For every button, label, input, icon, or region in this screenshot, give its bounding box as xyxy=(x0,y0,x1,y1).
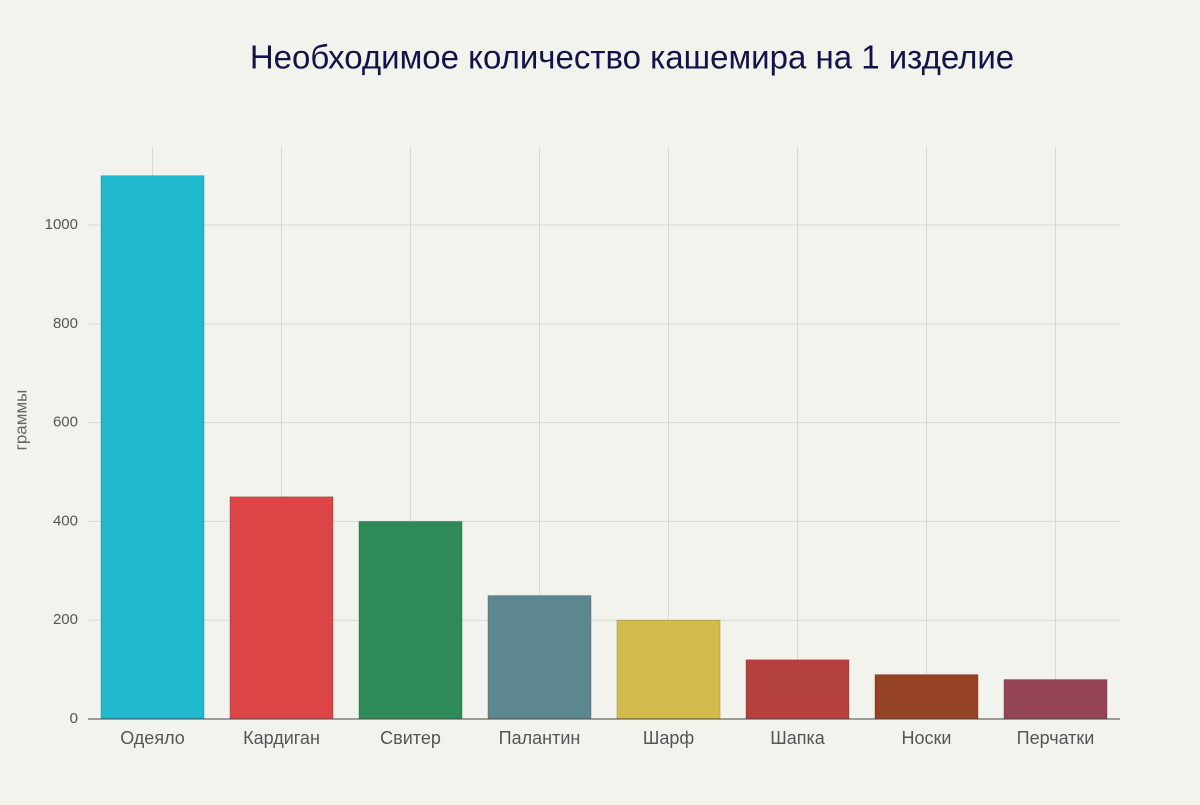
bar xyxy=(874,674,979,720)
x-tick-label: Кардиган xyxy=(243,728,320,748)
y-tick-label: 600 xyxy=(53,414,78,431)
chart-title: Необходимое количество кашемира на 1 изд… xyxy=(250,39,1014,76)
bar xyxy=(1003,678,1108,720)
x-tick-label: Шарф xyxy=(643,728,695,748)
y-tick-label: 800 xyxy=(53,315,78,332)
y-tick-label: 0 xyxy=(70,710,78,727)
bar xyxy=(358,520,463,720)
bar xyxy=(100,175,205,720)
x-tick-label: Палантин xyxy=(499,728,581,748)
y-tick-label: 400 xyxy=(53,512,78,529)
y-tick-label: 200 xyxy=(53,611,78,628)
x-tick-label: Свитер xyxy=(380,728,441,748)
x-tick-label: Перчатки xyxy=(1017,728,1095,748)
bar xyxy=(616,619,721,720)
x-tick-label: Шапка xyxy=(770,728,826,748)
x-tick-label: Одеяло xyxy=(120,728,185,748)
bar xyxy=(487,595,592,720)
bar xyxy=(745,659,850,720)
y-tick-label: 1000 xyxy=(45,216,78,233)
bar xyxy=(229,496,334,720)
y-axis-label: граммы xyxy=(11,390,30,451)
x-tick-label: Носки xyxy=(902,728,952,748)
